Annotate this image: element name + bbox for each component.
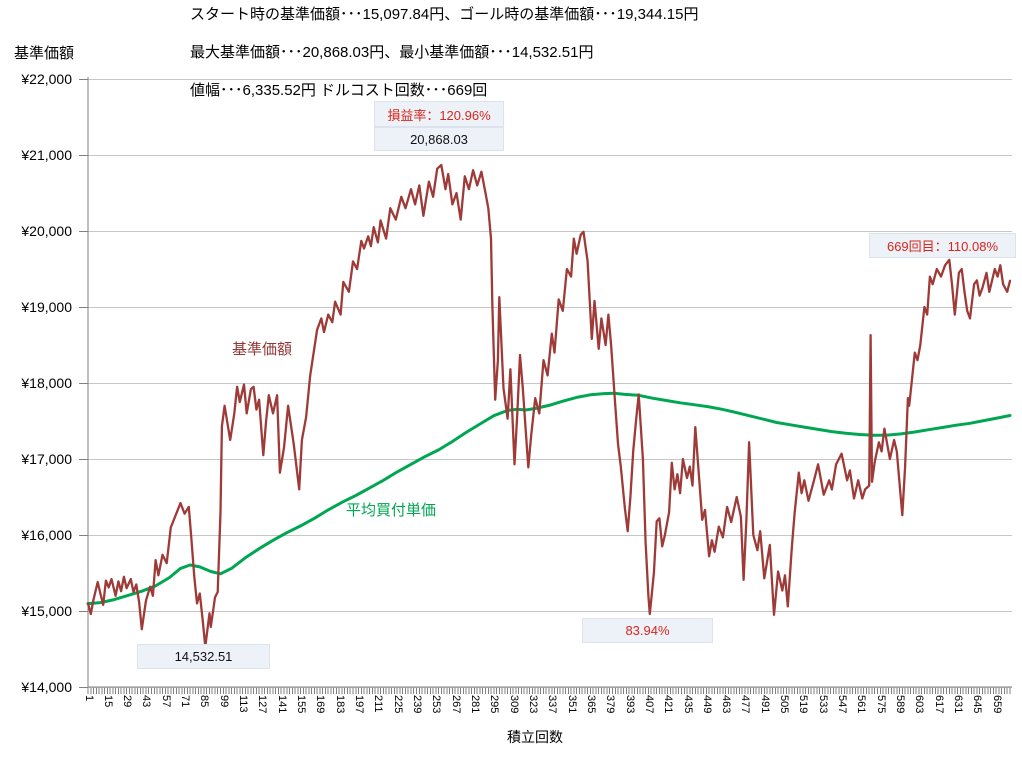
x-tick-marks [87,688,1011,694]
x-tick-label: 659 [990,695,1003,714]
y-tick-label: ¥14,000 [21,679,72,695]
profit-rate-annotation[interactable]: 損益率：120.96% [374,101,504,127]
nav-price-line[interactable] [86,163,1012,648]
x-tick-label: 225 [391,695,404,714]
x-tick-label: 309 [507,695,520,714]
x-tick-label: 43 [140,695,153,708]
x-tick-label: 29 [121,695,134,708]
x-tick-label: 1 [82,695,95,702]
y-tick-label: ¥16,000 [21,527,72,543]
y-tick-label: ¥21,000 [21,147,72,163]
chart-title-line-3: 値幅･･･6,335.52円 ドルコスト回数･･･669回 [190,82,488,99]
x-tick-label: 603 [913,695,926,714]
x-tick-label: 491 [758,695,771,714]
x-tick-label: 617 [932,695,945,714]
chart-title-line-2: 最大基準価額･･･20,868.03円、最小基準価額･･･14,532.51円 [190,44,594,61]
y-tick-label: ¥19,000 [21,299,72,315]
y-tick-label: ¥15,000 [21,603,72,619]
x-tick-label: 113 [237,695,250,713]
x-tick-label: 421 [662,695,675,714]
x-tick-label: 211 [372,695,385,713]
final-rate-annotation[interactable]: 669回目：110.08% [869,233,1016,258]
y-tick-label: ¥18,000 [21,375,72,391]
x-tick-label: 561 [855,695,868,714]
chart-title: スタート時の基準価額･･･15,097.84円、ゴール時の基準価額･･･19,3… [190,5,698,100]
x-tick-label: 519 [797,695,810,714]
x-tick-label: 407 [642,695,655,714]
y-axis-title: 基準価額 [14,45,75,62]
x-tick-label: 267 [449,695,462,714]
x-tick-label: 547 [836,695,849,714]
min-value-annotation[interactable]: 14,532.51 [137,644,270,669]
x-tick-label: 281 [468,695,481,714]
x-tick-label: 449 [700,695,713,714]
x-tick-label: 477 [739,695,752,714]
x-axis-title: 積立回数 [507,729,563,745]
x-tick-label: 393 [623,695,636,714]
x-tick-label: 435 [681,695,694,714]
x-tick-label: 505 [778,695,791,714]
x-tick-label: 645 [971,695,984,714]
x-tick-label: 337 [546,695,559,714]
y-tick-label: ¥20,000 [21,223,72,239]
x-tick-label: 155 [295,695,308,714]
average-series-label[interactable]: 平均買付単価 [346,502,437,519]
x-tick-label: 589 [894,695,907,714]
x-tick-label: 141 [275,695,288,714]
price-series-label[interactable]: 基準価額 [232,341,293,358]
x-tick-label: 15 [101,695,114,708]
x-tick-label: 379 [604,695,617,714]
x-tick-label: 71 [179,695,192,708]
y-tick-label: ¥22,000 [21,71,72,87]
x-tick-label: 127 [256,695,269,714]
x-tick-label: 239 [410,695,423,714]
x-tick-label: 99 [217,695,230,708]
x-tick-label: 57 [159,695,172,708]
x-tick-label: 575 [874,695,887,714]
x-tick-label: 183 [333,695,346,714]
max-value-annotation[interactable]: 20,868.03 [374,127,504,151]
low-rate-annotation[interactable]: 83.94% [582,618,713,643]
x-tick-label: 295 [488,695,501,714]
x-tick-label: 85 [198,695,211,708]
x-tick-label: 253 [430,695,443,714]
x-tick-label: 323 [526,695,539,714]
x-tick-label: 169 [314,695,327,714]
chart-title-line-1: スタート時の基準価額･･･15,097.84円、ゴール時の基準価額･･･19,3… [190,6,699,23]
y-tick-label: ¥17,000 [21,451,72,467]
x-tick-label: 351 [565,695,578,714]
x-tick-label: 365 [584,695,597,714]
x-tick-label: 197 [353,695,366,714]
x-tick-label: 631 [952,695,965,714]
x-tick-label: 533 [816,695,829,714]
x-tick-label: 463 [720,695,733,714]
